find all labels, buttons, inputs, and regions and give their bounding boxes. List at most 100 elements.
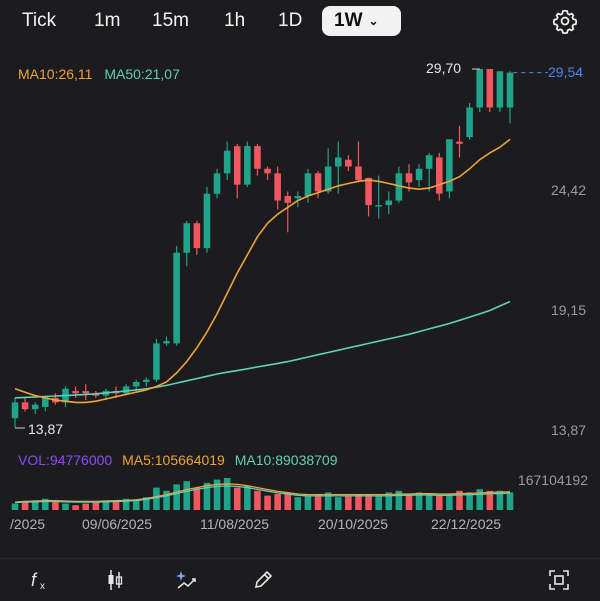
- volume-bar: [375, 495, 382, 510]
- last-price-label: 29,54: [548, 64, 584, 80]
- ai-sparkle-chart-icon[interactable]: [172, 565, 202, 595]
- candle-body: [436, 157, 443, 194]
- volume-bar: [476, 489, 483, 510]
- svg-text:x: x: [40, 581, 45, 592]
- volume-bar: [385, 492, 393, 510]
- candle-body: [466, 107, 473, 138]
- candle-body: [496, 71, 504, 108]
- volume-bar: [334, 497, 342, 510]
- ma50-value: MA50:21,07: [104, 66, 180, 82]
- volume-bar: [486, 490, 494, 510]
- bottom-toolbar: f x: [0, 558, 600, 601]
- volume-bar: [153, 487, 160, 510]
- candlestick-icon[interactable]: [100, 565, 130, 595]
- volume-bar: [92, 502, 100, 510]
- date-label: 20/10/2025: [318, 516, 389, 532]
- svg-text:f: f: [31, 570, 38, 590]
- candle-body: [446, 139, 453, 192]
- volume-bar: [415, 492, 423, 510]
- candle-body: [395, 173, 403, 201]
- volume-bar: [456, 490, 463, 510]
- ma10-value: MA10:26,11: [18, 66, 93, 82]
- candle-body: [284, 195, 292, 203]
- volume-bar: [223, 478, 231, 510]
- indicator-fx-icon[interactable]: f x: [26, 565, 56, 595]
- price-axis-label: 19,15: [550, 302, 586, 318]
- volume-bar: [264, 495, 271, 510]
- volume-bar: [365, 494, 372, 510]
- date-label: 11/08/2025: [200, 516, 270, 532]
- candle-body: [274, 173, 281, 201]
- timeframe-tick[interactable]: Tick: [22, 10, 57, 31]
- timeframe-1d[interactable]: 1D: [278, 10, 303, 31]
- timeframe-1m[interactable]: 1m: [94, 10, 121, 31]
- volume-bar: [244, 486, 251, 510]
- candle-body: [314, 173, 322, 192]
- volume-bar: [466, 492, 473, 510]
- volume-bar: [11, 503, 19, 510]
- date-label: /2025: [10, 516, 46, 532]
- candle-body: [345, 159, 352, 167]
- candle-body: [143, 379, 150, 382]
- volume-bar: [143, 497, 150, 510]
- volume-bar: [183, 481, 191, 510]
- date-label: 22/12/2025: [431, 516, 502, 532]
- volume-bar: [446, 494, 453, 510]
- candle-body: [122, 386, 130, 394]
- volume-bar: [62, 503, 69, 510]
- timeframe-1h[interactable]: 1h: [224, 10, 246, 31]
- volume-bar: [72, 505, 79, 510]
- chevron-down-icon: ⌄: [368, 14, 379, 28]
- volume-bar: [132, 500, 140, 510]
- volume-legend: VOL:94776000 MA5:105664019 MA10:89038709: [18, 452, 344, 468]
- ma50-line: [14, 300, 511, 399]
- timeframe-1w[interactable]: 1W ⌄: [322, 6, 401, 36]
- candle-body: [203, 193, 211, 249]
- candle-body: [82, 391, 89, 394]
- volume-bar: [496, 490, 504, 510]
- high-price-label: 29,70: [426, 60, 462, 76]
- candle-body: [233, 146, 241, 185]
- pencil-icon[interactable]: [248, 565, 278, 595]
- timeframe-1w-label: 1W: [334, 10, 363, 32]
- volume-bar: [395, 490, 403, 510]
- volume-max-label: 167104192: [517, 472, 588, 488]
- candle-body: [193, 223, 201, 249]
- volume-bar: [405, 494, 413, 510]
- candle-body: [163, 341, 170, 344]
- volume-bar: [355, 494, 362, 510]
- candle-body: [456, 141, 463, 144]
- candle-body: [183, 223, 191, 253]
- volume-bar: [436, 495, 443, 510]
- volume-bar: [173, 484, 180, 510]
- candle-body: [385, 200, 393, 206]
- low-price-label: 13,87: [28, 421, 64, 437]
- volume-bar: [324, 492, 332, 510]
- candle-body: [254, 146, 261, 169]
- timeframe-15m[interactable]: 15m: [152, 10, 189, 31]
- volume-bar: [21, 502, 29, 510]
- candle-body: [365, 177, 372, 206]
- volume-ma10-line: [14, 485, 511, 504]
- volume-ma5-line: [14, 483, 511, 503]
- candle-body: [173, 252, 180, 344]
- candle-body: [223, 150, 231, 174]
- volume-bar: [82, 503, 89, 510]
- candle-body: [486, 69, 494, 108]
- fullscreen-icon[interactable]: [544, 565, 574, 595]
- volume-bar: [506, 492, 514, 510]
- volume-bar: [122, 498, 130, 510]
- volume-bar: [294, 497, 302, 510]
- volume-bar: [112, 502, 120, 510]
- volume-bar: [233, 487, 241, 510]
- volume-bar: [42, 498, 49, 510]
- candle-body: [405, 173, 413, 183]
- volume-bar: [213, 479, 221, 510]
- gear-icon[interactable]: [552, 8, 578, 34]
- timeframe-bar: Tick 1m 15m 1h 1D 1W ⌄: [0, 0, 600, 42]
- volume-ma5-value: MA5:105664019: [122, 452, 225, 468]
- volume-bar: [274, 494, 281, 510]
- volume-bar: [425, 494, 433, 510]
- candle-body: [334, 157, 342, 167]
